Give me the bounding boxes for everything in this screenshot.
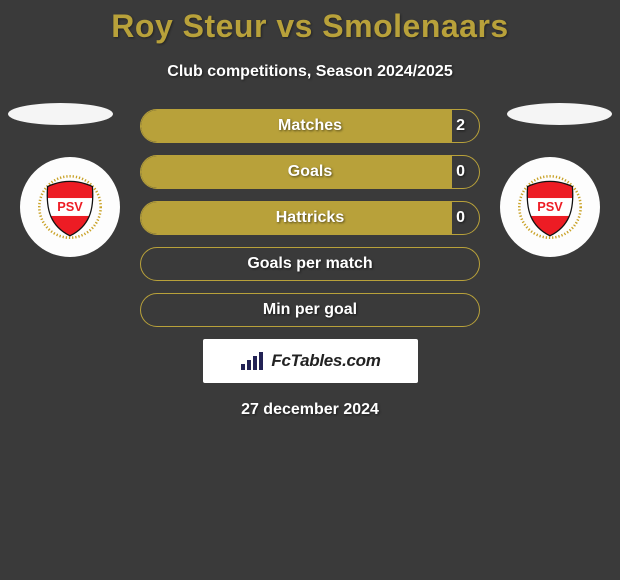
- stat-bar: Min per goal: [140, 293, 480, 327]
- subtitle: Club competitions, Season 2024/2025: [0, 63, 620, 81]
- stat-bar: Goals per match: [140, 247, 480, 281]
- stat-value-right: 2: [456, 117, 465, 135]
- page-title: Roy Steur vs Smolenaars: [0, 0, 620, 45]
- stat-bar: Hattricks0: [140, 201, 480, 235]
- stat-value-right: 0: [456, 163, 465, 181]
- stat-label: Hattricks: [141, 209, 479, 227]
- stat-label: Goals: [141, 163, 479, 181]
- bars-logo-icon: [239, 350, 265, 372]
- stat-label: Goals per match: [141, 255, 479, 273]
- club-badge-left: PSV: [20, 157, 120, 257]
- date-line: 27 december 2024: [0, 401, 620, 419]
- stat-label: Matches: [141, 117, 479, 135]
- stat-bar: Goals0: [140, 155, 480, 189]
- svg-text:PSV: PSV: [537, 199, 563, 214]
- brand-box[interactable]: FcTables.com: [203, 339, 418, 383]
- player-silhouette-right: [507, 103, 612, 125]
- psv-logo-icon: PSV: [518, 175, 582, 239]
- stat-value-right: 0: [456, 209, 465, 227]
- stat-label: Min per goal: [141, 301, 479, 319]
- comparison-area: PSV PSV Matches2Goals0Hattricks0Goals pe…: [0, 109, 620, 419]
- stats-bars: Matches2Goals0Hattricks0Goals per matchM…: [140, 109, 480, 327]
- svg-text:PSV: PSV: [57, 199, 83, 214]
- psv-logo-icon: PSV: [38, 175, 102, 239]
- player-silhouette-left: [8, 103, 113, 125]
- stat-bar: Matches2: [140, 109, 480, 143]
- club-badge-right: PSV: [500, 157, 600, 257]
- brand-text: FcTables.com: [271, 351, 380, 371]
